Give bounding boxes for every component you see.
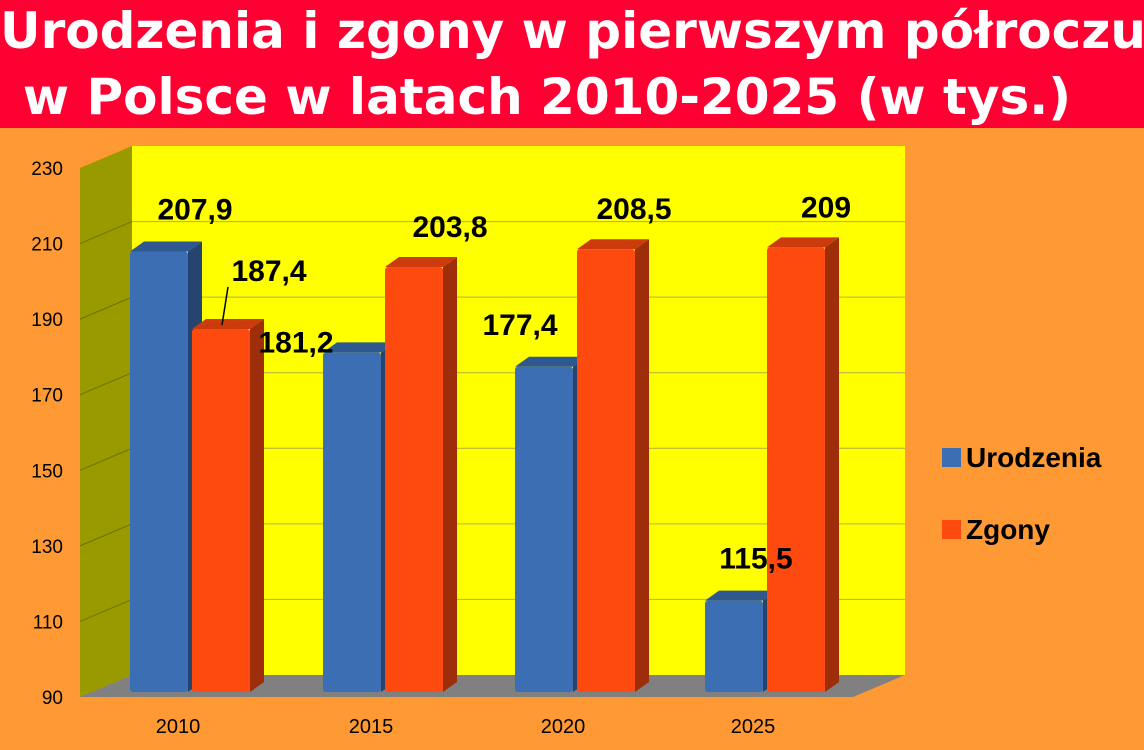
chart-title-line-1: Urodzenia i zgony w pierwszym półroczu: [0, 2, 1144, 60]
y-tick-label: 230: [31, 159, 63, 180]
x-tick-label-2020: 2020: [541, 716, 586, 738]
x-tick-label-2010: 2010: [156, 716, 201, 738]
y-tick-label: 90: [42, 688, 63, 709]
bar-urodzenia-2010: [130, 251, 188, 693]
legend-label-zgony: Zgony: [966, 514, 1050, 545]
bar-urodzenia-2020: [515, 366, 573, 692]
bar-zgony-2025: [767, 247, 825, 692]
bar-side-zgony-2015: [443, 256, 457, 692]
bar-side-zgony-2010: [250, 318, 264, 692]
y-tick-label: 130: [31, 537, 63, 558]
y-tick-label: 210: [31, 235, 63, 256]
bar-top-zgony-2020: [577, 239, 649, 250]
data-label-urodzenia-2015: 181,2: [258, 326, 333, 359]
data-label-leader-line: [221, 286, 229, 326]
legend-label-urodzenia: Urodzenia: [966, 442, 1102, 473]
bar-top-zgony-2015: [385, 256, 457, 267]
gridline-side: [79, 447, 133, 471]
chart-title-line-2: w Polsce w latach 2010-2025 (w tys.): [22, 68, 1072, 126]
bar-top-urodzenia-2020: [515, 356, 587, 367]
x-tick-label-2025: 2025: [731, 716, 776, 738]
bar-top-urodzenia-2010: [130, 241, 202, 252]
gridline-side: [79, 372, 133, 396]
gridline-side: [79, 296, 133, 320]
bar-top-urodzenia-2025: [705, 590, 777, 601]
legend-swatch-urodzenia: [942, 448, 961, 468]
y-tick-label: 110: [33, 612, 63, 633]
gridline-side: [79, 598, 133, 622]
bar-urodzenia-2015: [323, 352, 381, 692]
data-label-urodzenia-2025: 115,5: [719, 543, 792, 576]
gridline-side: [79, 523, 133, 547]
bar-zgony-2015: [385, 266, 443, 692]
data-label-urodzenia-2010: 207,9: [157, 194, 232, 227]
bar-urodzenia-2025: [705, 600, 763, 692]
bar-side-zgony-2025: [825, 237, 839, 692]
data-label-zgony-2020: 208,5: [596, 193, 671, 226]
y-tick-label: 190: [31, 310, 63, 331]
legend-item-zgony: Zgony: [942, 514, 1050, 545]
plot-floor: [80, 675, 905, 697]
legend-swatch-zgony: [942, 520, 961, 540]
bar-top-urodzenia-2015: [323, 342, 395, 353]
y-tick-label: 170: [31, 386, 63, 407]
x-tick-label-2015: 2015: [349, 716, 394, 738]
bar-top-zgony-2025: [767, 237, 839, 248]
bar-side-zgony-2020: [635, 239, 649, 692]
legend-item-urodzenia: Urodzenia: [942, 442, 1102, 473]
bar-zgony-2010: [192, 328, 250, 692]
title-banner: Urodzenia i zgony w pierwszym półroczu w…: [0, 0, 1144, 128]
plot-side-wall: [80, 146, 132, 697]
y-tick-label: 150: [31, 461, 63, 482]
data-label-zgony-2010: 187,4: [231, 255, 306, 288]
data-label-zgony-2025: 209: [801, 191, 851, 224]
data-label-zgony-2015: 203,8: [412, 211, 487, 244]
bar-zgony-2020: [577, 249, 635, 692]
data-label-urodzenia-2020: 177,4: [482, 309, 557, 342]
bar-top-zgony-2010: [192, 318, 264, 329]
gridline-side: [79, 221, 133, 245]
